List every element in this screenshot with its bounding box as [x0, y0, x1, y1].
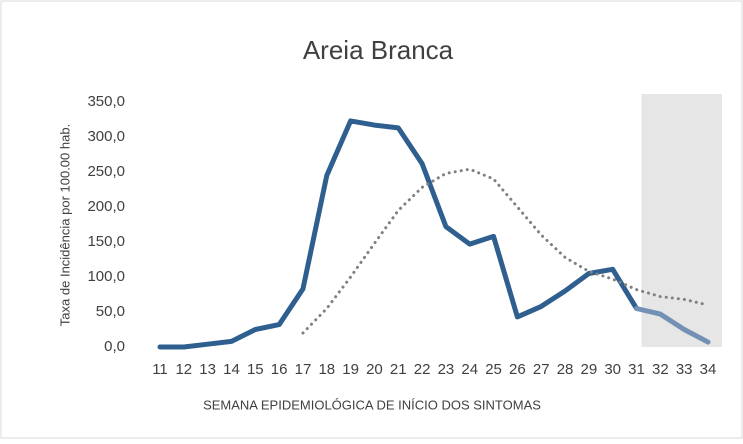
y-tick-label: 0,0	[104, 338, 125, 355]
x-tick-label: 26	[509, 361, 526, 378]
y-tick-label: 350,0	[87, 93, 125, 110]
y-tick-label: 50,0	[96, 303, 125, 320]
x-tick-label: 24	[461, 361, 478, 378]
y-axis-label: Taxa de Incidência por 100.00 hab.	[57, 124, 72, 326]
x-tick-label: 30	[604, 361, 621, 378]
x-tick-label: 19	[342, 361, 359, 378]
x-tick-label: 20	[366, 361, 383, 378]
x-tick-label: 27	[533, 361, 550, 378]
line	[157, 118, 640, 350]
x-tick-label: 31	[628, 361, 645, 378]
x-tick-label: 23	[438, 361, 455, 378]
x-tick-label: 12	[175, 361, 192, 378]
x-axis-label: SEMANA EPIDEMIOLÓGICA DE INÍCIO DOS SINT…	[203, 397, 541, 412]
x-tick-label: 21	[390, 361, 407, 378]
x-tick-label: 28	[557, 361, 574, 378]
x-tick-label: 33	[676, 361, 693, 378]
y-tick-label: 250,0	[87, 163, 125, 180]
x-tick-label: 18	[318, 361, 335, 378]
line-shaded	[634, 306, 711, 345]
x-tick-label: 16	[271, 361, 288, 378]
x-tick-label: 29	[581, 361, 598, 378]
x-tick-label: 17	[295, 361, 312, 378]
x-tick-label: 15	[247, 361, 264, 378]
y-tick-label: 300,0	[87, 128, 125, 145]
y-tick-label: 200,0	[87, 198, 125, 215]
x-tick-label: 14	[223, 361, 240, 378]
x-tick-label: 13	[199, 361, 216, 378]
y-tick-label: 100,0	[87, 268, 125, 285]
x-tick-label: 32	[652, 361, 669, 378]
shaded-region	[641, 94, 722, 347]
y-tick-label: 150,0	[87, 233, 125, 250]
x-tick-label: 11	[152, 361, 168, 378]
x-tick-label: 34	[700, 361, 717, 378]
chart-title: Areia Branca	[303, 35, 454, 65]
x-tick-label: 25	[485, 361, 502, 378]
x-tick-label: 22	[414, 361, 431, 378]
